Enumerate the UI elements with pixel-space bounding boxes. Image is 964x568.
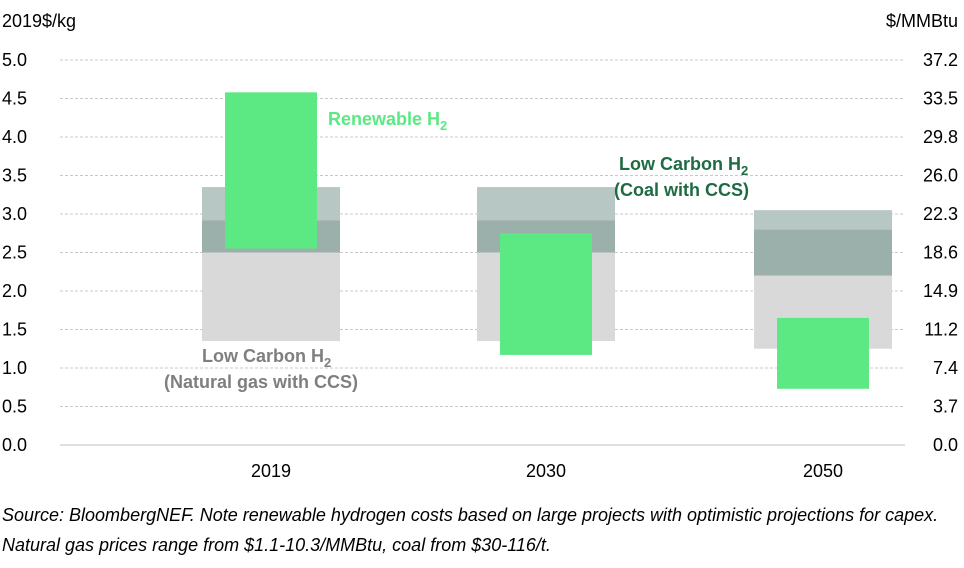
y-tick-left-3.5: 3.5 [2, 166, 27, 186]
y-tick-right-33.5: 33.5 [923, 89, 958, 109]
bar-series0-2019 [202, 252, 340, 342]
hydrogen-cost-chart: 0.0 0.5 1.0 1.5 2.0 2.5 3.0 3.5 4.0 4.5 5.0 0.0 3.7… [2, 11, 958, 481]
y-axis-right: 0.0 3.7 7.4 11.2 14.9 18.6 22.3 26.0 29.8 33.5 37.… [923, 50, 958, 455]
bars [202, 92, 892, 389]
y-tick-right-26.0: 26.0 [923, 166, 958, 186]
x-tick-2030: 2030 [526, 461, 566, 481]
y-tick-left-3.0: 3.0 [2, 204, 27, 224]
y-tick-left-4.0: 4.0 [2, 127, 27, 147]
coal-label-line2: (Coal with CCS) [614, 180, 749, 200]
bar-renewable-2030 [500, 233, 592, 355]
y-tick-right-0.0: 0.0 [933, 435, 958, 455]
bar-renewable-2050 [777, 317, 869, 389]
y-tick-left-1.5: 1.5 [2, 320, 27, 340]
x-tick-2050: 2050 [803, 461, 843, 481]
y-tick-left-5.0: 5.0 [2, 50, 27, 70]
y-tick-left-2.0: 2.0 [2, 281, 27, 301]
y-tick-left-0.0: 0.0 [2, 435, 27, 455]
y-tick-right-29.8: 29.8 [923, 127, 958, 147]
source-footnote: Source: BloombergNEF. Note renewable hyd… [2, 505, 939, 555]
bar-series1-2050 [754, 229, 892, 276]
renewable-label: Renewable H2 [328, 109, 447, 133]
bar-renewable-2019 [225, 92, 317, 249]
gas-label-line1: Low Carbon H2 [202, 346, 331, 370]
y-tick-left-1.0: 1.0 [2, 358, 27, 378]
y-axis-left-title: 2019$/kg [2, 11, 76, 31]
y-tick-right-18.6: 18.6 [923, 243, 958, 263]
y-tick-left-2.5: 2.5 [2, 243, 27, 263]
gas-label-line2: (Natural gas with CCS) [164, 372, 358, 392]
x-tick-2019: 2019 [251, 461, 291, 481]
y-axis-left: 0.0 0.5 1.0 1.5 2.0 2.5 3.0 3.5 4.0 4.5 5.0 [2, 50, 27, 455]
y-tick-right-3.7: 3.7 [933, 397, 958, 417]
bar-series2-2050 [754, 210, 892, 230]
y-tick-right-14.9: 14.9 [923, 281, 958, 301]
y-tick-right-37.2: 37.2 [923, 50, 958, 70]
y-tick-left-4.5: 4.5 [2, 89, 27, 109]
x-axis-categories: 2019 2030 2050 [251, 461, 843, 481]
y-tick-left-0.5: 0.5 [2, 397, 27, 417]
y-tick-right-11.2: 11.2 [924, 320, 958, 340]
bar-series2-2030 [477, 187, 615, 221]
y-tick-right-22.3: 22.3 [923, 204, 958, 224]
coal-label-line1: Low Carbon H2 [619, 154, 748, 178]
y-axis-right-title: $/MMBtu [886, 11, 958, 31]
y-tick-right-7.4: 7.4 [933, 358, 958, 378]
